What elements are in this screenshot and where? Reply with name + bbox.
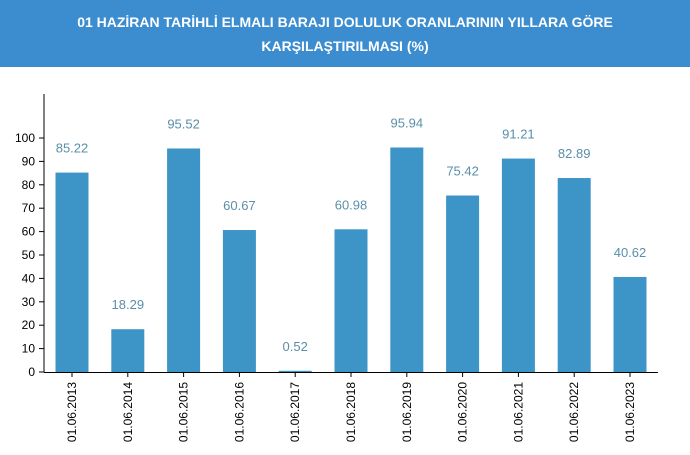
bar-data-label: 82.89 xyxy=(558,146,591,161)
x-tick-label: 01.06.2019 xyxy=(400,382,414,442)
y-tick-label: 70 xyxy=(22,201,36,215)
bar xyxy=(613,276,647,372)
bar xyxy=(111,329,145,372)
y-tick-label: 0 xyxy=(28,365,35,379)
bar-data-label: 95.52 xyxy=(167,116,200,131)
bar xyxy=(167,148,201,372)
x-tick-label: 01.06.2023 xyxy=(623,382,637,442)
chart-title-line-2: KARŞILAŞTIRILMASI (%) xyxy=(261,37,429,54)
bar-data-label: 60.98 xyxy=(335,197,368,212)
x-tick-label: 01.06.2013 xyxy=(65,382,79,442)
chart-bars xyxy=(55,147,647,372)
bar-data-label: 60.67 xyxy=(223,198,256,213)
bar xyxy=(222,230,256,372)
x-tick-label: 01.06.2014 xyxy=(121,382,135,442)
x-tick-label: 01.06.2015 xyxy=(177,382,191,442)
bar xyxy=(557,178,591,372)
bar-data-label: 75.42 xyxy=(446,164,479,179)
y-axis-ticks: 0 10 20 30 40 50 60 70 80 90 100 xyxy=(15,131,44,379)
y-tick-label: 30 xyxy=(22,295,36,309)
x-tick-label: 01.06.2017 xyxy=(288,382,302,442)
y-tick-label: 90 xyxy=(22,154,36,168)
y-tick-label: 50 xyxy=(22,248,36,262)
y-tick-label: 20 xyxy=(22,318,36,332)
bar-data-label: 0.52 xyxy=(283,339,308,354)
chart-area: 85.22 18.29 95.52 60.67 0.52 60.98 95.94 75.42 9… xyxy=(0,67,690,450)
x-tick-label: 01.06.2016 xyxy=(232,382,246,442)
y-tick-label: 60 xyxy=(22,225,36,239)
chart-data-labels: 85.22 18.29 95.52 60.67 0.52 60.98 95.94 75.42 9… xyxy=(56,116,647,354)
bar xyxy=(501,158,535,372)
x-tick-label: 01.06.2018 xyxy=(344,382,358,442)
bar xyxy=(446,195,480,372)
bar-chart: 85.22 18.29 95.52 60.67 0.52 60.98 95.94 75.42 9… xyxy=(15,94,658,442)
bar-data-label: 18.29 xyxy=(112,297,145,312)
y-tick-label: 40 xyxy=(22,271,36,285)
bar-data-label: 85.22 xyxy=(56,141,89,156)
bar xyxy=(334,229,368,372)
bar xyxy=(390,147,424,372)
chart-header: 01 HAZİRAN TARİHLİ ELMALI BARAJI DOLULUK… xyxy=(0,0,690,67)
y-tick-label: 100 xyxy=(15,131,35,145)
x-tick-label: 01.06.2021 xyxy=(511,382,525,442)
x-tick-label: 01.06.2022 xyxy=(567,382,581,442)
bar-data-label: 95.94 xyxy=(391,116,424,131)
bar-data-label: 91.21 xyxy=(502,127,535,142)
bar xyxy=(278,370,312,372)
x-axis-ticks: 01.06.2013 01.06.2014 01.06.2015 01.06.2016… xyxy=(65,372,637,442)
y-tick-label: 10 xyxy=(22,342,36,356)
bar xyxy=(55,172,89,372)
y-tick-label: 80 xyxy=(22,178,36,192)
x-tick-label: 01.06.2020 xyxy=(456,382,470,442)
bar-data-label: 40.62 xyxy=(614,245,647,260)
chart-title-line-1: 01 HAZİRAN TARİHLİ ELMALI BARAJI DOLULUK… xyxy=(77,13,613,30)
